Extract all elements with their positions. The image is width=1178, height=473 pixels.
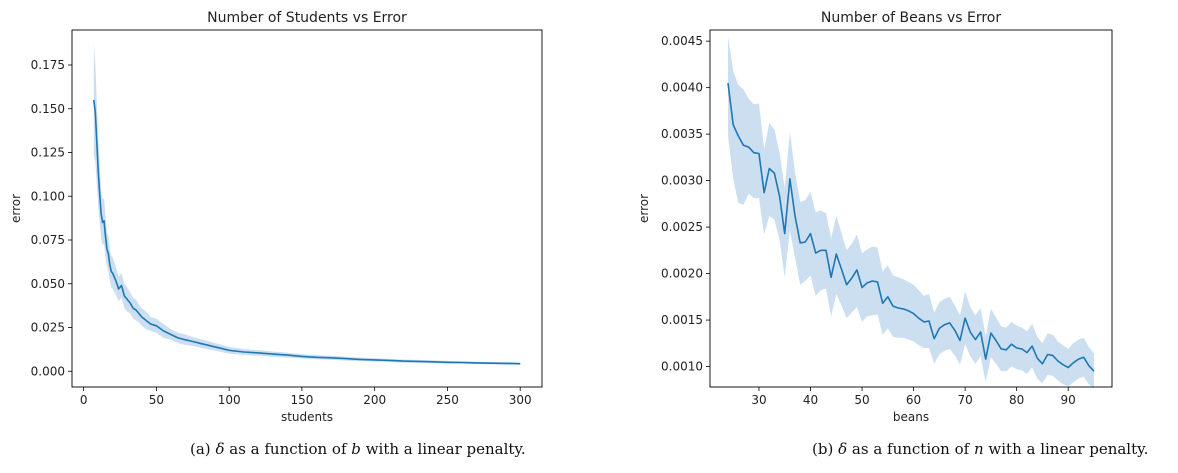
- y-tick-label-0-3: 0.075: [31, 233, 65, 247]
- y-axis-label-1: error: [637, 194, 651, 223]
- x-tick-label-0-5: 250: [436, 393, 459, 407]
- y-tick-label-1-7: 0.0045: [661, 34, 703, 48]
- x-tick-label-1-5: 80: [1009, 393, 1024, 407]
- x-tick-label-1-1: 40: [803, 393, 818, 407]
- chart-title-0: Number of Students vs Error: [207, 10, 407, 26]
- caption-a-label: (a): [190, 440, 211, 458]
- caption-b-text: as a function of: [851, 440, 970, 458]
- plot-frame-1: [709, 29, 1113, 388]
- y-tick-label-0-5: 0.125: [31, 146, 65, 160]
- x-axis-label-1: beans: [893, 410, 929, 424]
- caption-b-suffix: with a linear penalty.: [988, 440, 1149, 458]
- series-line-1-0: [727, 82, 1095, 372]
- y-tick-label-1-5: 0.0035: [661, 127, 703, 141]
- chart-beans-vs-error: 30 40 50 60 70 80 90 0.0010 0.0015 0.0020 0.0025 0.…: [637, 10, 1113, 424]
- x-tick-label-0-6: 300: [509, 393, 532, 407]
- x-tick-label-1-0: 30: [751, 393, 766, 407]
- x-tick-label-0-4: 200: [363, 393, 386, 407]
- y-tick-label-0-4: 0.100: [31, 189, 65, 203]
- x-tick-label-0-1: 50: [149, 393, 164, 407]
- series-line-0-0: [93, 99, 521, 365]
- y-tick-label-1-2: 0.0020: [661, 267, 703, 281]
- figure-canvas: 0 50 100 150 200 250 300 0.000 0.025 0.050 0.075 0.…: [9, 10, 1113, 424]
- y-tick-label-0-6: 0.150: [31, 102, 65, 116]
- caption-b-variable: n: [973, 440, 984, 458]
- x-tick-label-1-6: 90: [1061, 393, 1076, 407]
- caption-a-delta: δ: [215, 440, 225, 458]
- x-tick-label-1-3: 60: [906, 393, 921, 407]
- chart-title-1: Number of Beans vs Error: [821, 10, 1001, 26]
- y-tick-label-1-1: 0.0015: [661, 313, 703, 327]
- y-tick-label-0-0: 0.000: [31, 364, 65, 378]
- caption-b-label: (b): [812, 440, 834, 458]
- x-axis-label-0: students: [281, 410, 333, 424]
- x-tick-label-0-3: 150: [290, 393, 313, 407]
- x-tick-label-0-0: 0: [80, 393, 88, 407]
- confidence-band-0-0: [93, 44, 521, 365]
- caption-a-variable: b: [351, 440, 361, 458]
- y-tick-label-1-4: 0.0030: [661, 174, 703, 188]
- y-tick-label-1-3: 0.0025: [661, 220, 703, 234]
- y-tick-label-0-2: 0.050: [31, 277, 65, 291]
- x-tick-label-1-4: 70: [957, 393, 972, 407]
- caption-a: (a) δ as a function of b with a linear p…: [190, 440, 526, 458]
- caption-b-delta: δ: [838, 440, 848, 458]
- plot-frame-0: [71, 29, 543, 388]
- y-axis-label-0: error: [9, 194, 23, 223]
- caption-a-text: as a function of: [229, 440, 347, 458]
- y-tick-label-1-0: 0.0010: [661, 360, 703, 374]
- chart-students-vs-error: 0 50 100 150 200 250 300 0.000 0.025 0.050 0.075 0.…: [9, 10, 543, 424]
- y-tick-label-0-1: 0.025: [31, 321, 65, 335]
- x-tick-label-1-2: 50: [854, 393, 869, 407]
- y-tick-label-1-6: 0.0040: [661, 81, 703, 95]
- caption-b: (b) δ as a function of n with a linear p…: [812, 440, 1148, 458]
- y-tick-label-0-7: 0.175: [31, 58, 65, 72]
- confidence-band-1-0: [728, 36, 1094, 389]
- x-tick-label-0-2: 100: [218, 393, 241, 407]
- caption-a-suffix: with a linear penalty.: [365, 440, 526, 458]
